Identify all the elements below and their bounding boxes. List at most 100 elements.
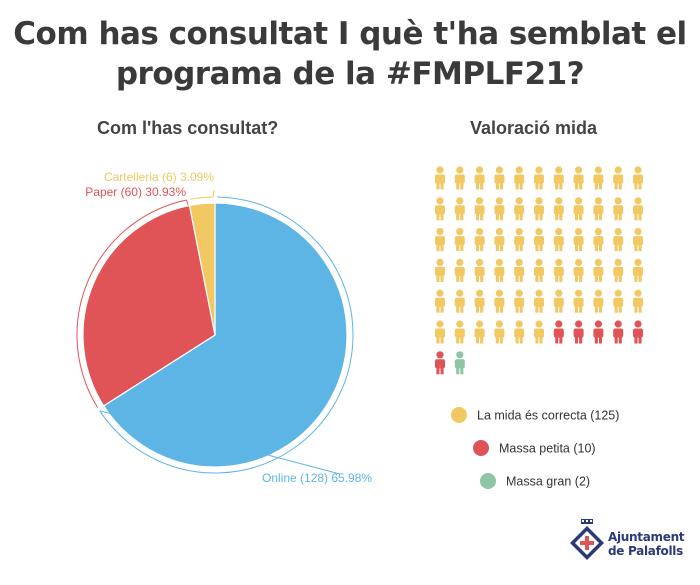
person-icon	[454, 228, 465, 252]
person-icon	[494, 289, 505, 313]
person-icon	[573, 228, 584, 252]
person-icon	[474, 289, 485, 313]
person-icon	[534, 166, 544, 190]
person-icon	[613, 197, 624, 221]
person-icon	[593, 197, 604, 221]
person-icon	[573, 258, 584, 282]
pie-leader-line-cartelleria	[212, 189, 215, 198]
person-icon	[454, 197, 465, 221]
person-icon	[573, 320, 584, 344]
person-icon	[435, 258, 445, 282]
person-icon	[454, 351, 465, 375]
person-icon	[573, 166, 584, 190]
title-line-2: programa de la #FMPLF21?	[115, 56, 585, 92]
pie-arc-outline-online	[99, 196, 354, 474]
person-icon	[474, 320, 485, 344]
legend-label: La mida és correcta (125)	[477, 409, 619, 423]
pie-label-online: Online (128) 65.98%	[262, 471, 372, 485]
person-icon	[553, 197, 564, 221]
person-icon	[593, 289, 604, 313]
person-icon	[593, 228, 604, 252]
person-icon	[553, 228, 564, 252]
person-icon	[454, 320, 465, 344]
logo-line-1: Ajuntament	[608, 530, 685, 544]
person-icon	[613, 166, 624, 190]
person-icon	[553, 320, 564, 344]
person-icon	[613, 320, 624, 344]
person-icon	[553, 289, 564, 313]
person-icon	[593, 320, 604, 344]
person-icon	[474, 197, 485, 221]
person-icon	[633, 320, 643, 344]
person-icon	[514, 289, 525, 313]
person-icon	[435, 351, 445, 375]
person-icon	[613, 289, 624, 313]
legend-label: Massa gran (2)	[506, 475, 590, 489]
person-icon	[454, 166, 465, 190]
pie-slice-online	[102, 202, 348, 468]
legend-label: Massa petita (10)	[499, 442, 596, 456]
palafolls-crest-icon	[570, 519, 604, 560]
person-icon	[534, 258, 544, 282]
pie-arc-outline-paper	[76, 199, 187, 408]
person-icon	[573, 197, 584, 221]
pie-label-paper: Paper (60) 30.93%	[85, 185, 186, 199]
person-icon	[534, 197, 544, 221]
title-line-1: Com has consultat I què t'ha semblat el	[13, 16, 687, 52]
person-icon	[534, 320, 544, 344]
person-icon	[613, 228, 624, 252]
person-icon	[435, 166, 445, 190]
person-icon	[553, 258, 564, 282]
person-icon	[435, 289, 445, 313]
person-icon	[494, 258, 505, 282]
person-icon	[454, 289, 465, 313]
person-icon	[494, 197, 505, 221]
legend-swatch	[480, 473, 496, 489]
pie-label-cartelleria: Cartelleria (6) 3.09%	[104, 170, 214, 184]
person-icon	[494, 228, 505, 252]
legend-item-1: La mida és correcta (125)	[451, 407, 619, 423]
legend-swatch	[451, 407, 467, 423]
person-icon	[613, 258, 624, 282]
person-icon	[514, 258, 525, 282]
person-icon	[474, 228, 485, 252]
person-icon	[633, 289, 643, 313]
person-icon	[514, 228, 525, 252]
person-icon	[435, 228, 445, 252]
person-icon	[633, 197, 643, 221]
legend-item-3: Massa gran (2)	[480, 473, 590, 489]
legend-swatch	[473, 440, 489, 456]
person-icon	[534, 289, 544, 313]
person-icon	[474, 258, 485, 282]
person-icon	[633, 228, 643, 252]
logo-line-2: de Palafolls	[608, 544, 683, 558]
person-icon	[573, 289, 584, 313]
person-icon	[534, 228, 544, 252]
pie-leader-line-online	[99, 410, 341, 475]
person-icon	[514, 320, 525, 344]
person-icon	[435, 197, 445, 221]
person-icon	[593, 166, 604, 190]
person-icon	[514, 197, 525, 221]
legend-item-2: Massa petita (10)	[473, 440, 596, 456]
person-icon	[514, 166, 525, 190]
person-icon	[494, 320, 505, 344]
person-icon	[633, 166, 643, 190]
person-icon	[435, 320, 445, 344]
pictogram-chart-title: Valoració mida	[470, 118, 598, 138]
pie-arc-outline-cartelleria	[190, 196, 214, 200]
logo-text: Ajuntament de Palafolls	[608, 530, 685, 558]
person-icon	[454, 258, 465, 282]
pie-slice-paper	[82, 204, 216, 407]
page-title: Com has consultat I què t'ha semblat el …	[0, 14, 700, 94]
person-icon	[494, 166, 505, 190]
person-icon	[633, 258, 643, 282]
pie-chart-title: Com l'has consultat?	[97, 118, 279, 138]
person-icon	[593, 258, 604, 282]
pie-slice-cartelleria	[188, 202, 216, 336]
pie-leader-line-paper	[186, 199, 189, 206]
